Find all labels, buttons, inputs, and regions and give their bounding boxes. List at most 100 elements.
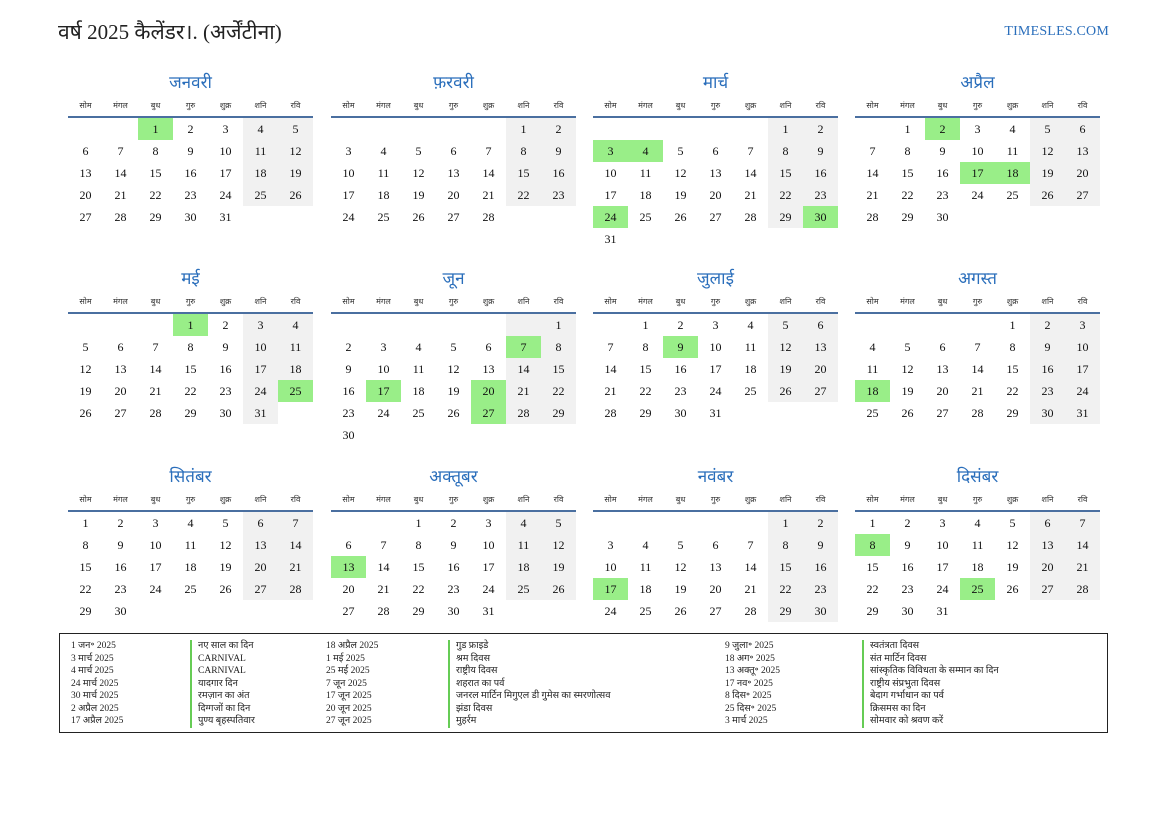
day-cell: 5 [278, 118, 313, 140]
day-cell: 21 [866, 188, 879, 202]
day-cell: 10 [971, 144, 984, 158]
day-cell: 12 [1030, 140, 1065, 162]
day-cell: 1 [541, 314, 576, 336]
legend-entry: क्रिसमस का दिन [870, 703, 926, 714]
legend-entry: 7 जून 2025 [326, 678, 367, 689]
day-cell: 8 [541, 336, 576, 358]
holiday-day: 17 [366, 380, 401, 402]
holiday-day: 17 [960, 162, 995, 184]
legend-entry: 17 जून 2025 [326, 691, 372, 701]
day-cell: 10 [1065, 336, 1100, 358]
day-cell: 19 [1006, 560, 1019, 574]
weekday-label: सोम [866, 495, 879, 504]
weekday-label: सोम [342, 297, 355, 306]
weekday-label: बुध [150, 101, 161, 110]
weekday-label: बुध [937, 297, 948, 306]
legend-entry: राष्ट्रीय संप्रभुता दिवस [870, 678, 941, 689]
legend-entry: श्रम दिवस [456, 653, 490, 664]
holiday-legend: 1 जन॰ 2025 3 मार्च 2025 4 मार्च 2025 24 मार… [59, 633, 1108, 733]
day-cell: 15 [79, 560, 92, 574]
day-cell: 18 [278, 358, 313, 380]
legend-entry: 8 दिस॰ 2025 [725, 691, 772, 701]
day-cell: 22 [768, 184, 803, 206]
weekday-label: रवि [815, 495, 826, 504]
empty-cell [593, 512, 628, 534]
day-cell: 26 [541, 578, 576, 600]
day-cell: 30 [342, 428, 355, 442]
day-cell: 27 [709, 604, 722, 618]
weekday-label: शनि [1041, 297, 1054, 306]
day-cell: 28 [971, 406, 984, 420]
day-grid: 1 2 3 4 5 6 7 8 9 10 11 12 13 14 15 16 17 18 19 20 21 22 23 24 2… [855, 118, 1100, 228]
day-cell: 1 [82, 516, 89, 530]
day-cell: 25 [744, 384, 757, 398]
day-cell: 26 [1006, 582, 1019, 596]
site-link[interactable]: TIMESLES.COM [1004, 24, 1109, 39]
day-cell: 17 [604, 188, 617, 202]
day-cell: 4 [506, 512, 541, 534]
day-cell: 14 [114, 166, 127, 180]
day-cell: 22 [184, 384, 197, 398]
day-cell: 16 [901, 560, 914, 574]
day-cell: 20 [1030, 556, 1065, 578]
day-cell: 21 [604, 384, 617, 398]
month-name: दिसंबर [956, 467, 999, 486]
day-cell: 30 [674, 406, 687, 420]
month-name: सितंबर [169, 467, 212, 486]
holiday-day: 2 [925, 118, 960, 140]
empty-cell [366, 314, 401, 336]
day-cell: 19 [674, 188, 687, 202]
day-cell: 3 [222, 122, 229, 136]
day-cell: 11 [639, 166, 652, 180]
day-cell: 10 [936, 538, 949, 552]
weekday-label: शुक्र [219, 297, 232, 306]
day-cell: 21 [744, 582, 757, 596]
holiday-day: 24 [593, 206, 628, 228]
day-cell: 27 [1065, 184, 1100, 206]
day-cell: 1 [768, 118, 803, 140]
day-cell: 10 [604, 560, 617, 574]
day-cell: 17 [149, 560, 162, 574]
day-cell: 23 [1030, 380, 1065, 402]
day-cell: 20 [803, 358, 838, 380]
weekday-label: मंगल [113, 297, 128, 306]
day-cell: 24 [377, 406, 390, 420]
weekday-label: शुक्र [482, 297, 495, 306]
weekday-label: शुक्र [482, 101, 495, 110]
legend-dates-col1: 1 जन॰ 2025 3 मार्च 2025 4 मार्च 2025 24 मार… [71, 640, 123, 728]
weekday-label: बुध [675, 297, 686, 306]
day-cell: 17 [243, 358, 278, 380]
weekday-label: गुरु [448, 495, 459, 504]
day-cell: 14 [866, 166, 879, 180]
day-cell: 16 [219, 362, 232, 376]
day-cell: 6 [82, 144, 89, 158]
month-block: मई सोम मंगल बुध गुरु शुक्र शनि रवि 1 2 3 4 5 6 7 8 9 10 11… [68, 268, 313, 424]
empty-cell [331, 314, 366, 336]
month-block: सितंबर सोम मंगल बुध गुरु शुक्र शनि रवि 1 2 3 4 5 6 7 8 9… [68, 466, 313, 622]
day-cell: 6 [485, 340, 492, 354]
day-cell: 26 [278, 184, 313, 206]
day-cell: 27 [342, 604, 355, 618]
day-cell: 20 [243, 556, 278, 578]
day-cell: 5 [415, 144, 422, 158]
day-cell: 7 [278, 512, 313, 534]
day-cell: 6 [450, 144, 457, 158]
day-cell: 23 [541, 184, 576, 206]
holiday-day: 1 [173, 314, 208, 336]
day-cell: 23 [342, 406, 355, 420]
legend-entry: 17 अप्रैल 2025 [71, 716, 124, 726]
day-cell: 11 [377, 166, 390, 180]
day-cell: 28 [377, 604, 390, 618]
weekday-label: गुरु [710, 101, 721, 110]
weekday-header: सोम मंगल बुध गुरु शुक्र शनि रवि [331, 294, 576, 314]
legend-entry: 9 जुला॰ 2025 [725, 641, 774, 651]
day-cell: 9 [904, 538, 911, 552]
day-cell: 31 [709, 406, 722, 420]
holiday-day: 17 [593, 578, 628, 600]
weekday-label: बुध [937, 101, 948, 110]
day-cell: 22 [1006, 384, 1019, 398]
day-cell: 20 [114, 384, 127, 398]
legend-entry: गुड फ्राइडे [456, 641, 489, 651]
day-cell: 13 [243, 534, 278, 556]
empty-cell [663, 512, 698, 534]
